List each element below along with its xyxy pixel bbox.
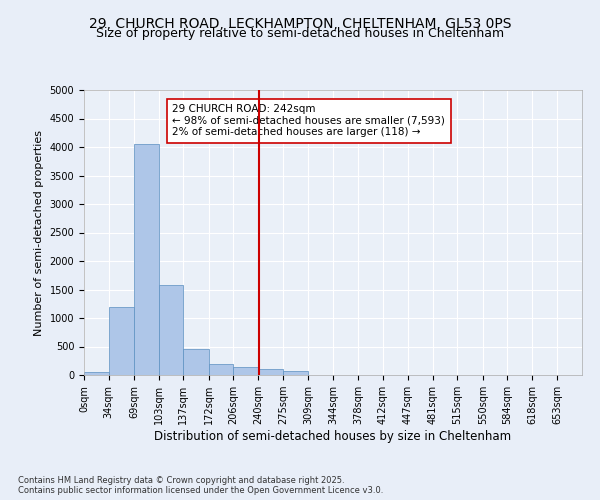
Text: Size of property relative to semi-detached houses in Cheltenham: Size of property relative to semi-detach… — [96, 28, 504, 40]
Bar — [134, 144, 158, 375]
Bar — [109, 306, 134, 375]
Bar — [283, 370, 308, 375]
Bar — [258, 370, 283, 375]
Text: 29 CHURCH ROAD: 242sqm
← 98% of semi-detached houses are smaller (7,593)
2% of s: 29 CHURCH ROAD: 242sqm ← 98% of semi-det… — [172, 104, 445, 138]
Bar — [184, 350, 209, 375]
Bar — [209, 364, 233, 375]
X-axis label: Distribution of semi-detached houses by size in Cheltenham: Distribution of semi-detached houses by … — [154, 430, 512, 443]
Text: Contains HM Land Registry data © Crown copyright and database right 2025.
Contai: Contains HM Land Registry data © Crown c… — [18, 476, 383, 495]
Y-axis label: Number of semi-detached properties: Number of semi-detached properties — [34, 130, 44, 336]
Text: 29, CHURCH ROAD, LECKHAMPTON, CHELTENHAM, GL53 0PS: 29, CHURCH ROAD, LECKHAMPTON, CHELTENHAM… — [89, 18, 511, 32]
Bar — [84, 372, 109, 375]
Bar — [233, 366, 258, 375]
Bar — [158, 285, 184, 375]
